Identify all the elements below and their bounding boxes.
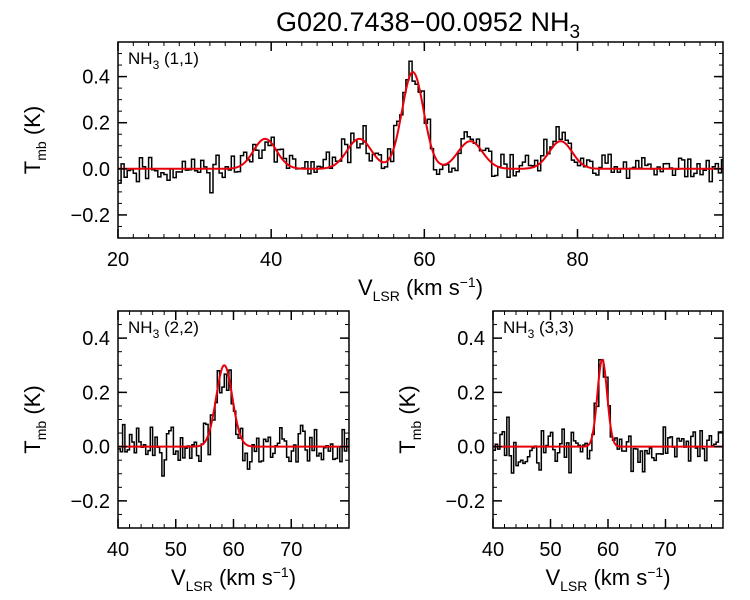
x-tick-label: 50	[539, 539, 561, 561]
x-tick-label: 40	[482, 539, 504, 561]
panel-p11: 20 40 60 80 −0.2 0.0 0.2 0.4 NH3 (1,1) VLSR (km s…	[20, 41, 724, 304]
panel-p33: 40 50 60 70 −0.2 0.0 0.2 0.4 NH3 (3,3) VLSR (km s…	[395, 310, 724, 594]
x-tick-label: 40	[260, 249, 282, 271]
x-axis-title-p33: VLSR (km s−1)	[545, 564, 670, 594]
observed-spectrum-p22	[118, 369, 349, 477]
fit-curve-p11	[118, 70, 723, 170]
x-tick-label: 40	[107, 539, 129, 561]
y-tick-label: −0.2	[446, 491, 485, 513]
y-tick-label: 0.2	[457, 382, 485, 404]
fit-curve-p33	[493, 358, 723, 448]
x-tick-label: 20	[107, 249, 129, 271]
y-tick-label: 0.0	[457, 437, 485, 459]
y-tick-label: 0.0	[82, 159, 110, 181]
x-tick-label: 70	[280, 539, 302, 561]
fit-curve-p22	[118, 364, 349, 448]
y-axis-title-p33: Tmb (K)	[395, 385, 424, 453]
x-tick-label: 80	[566, 249, 588, 271]
y-tick-label: −0.2	[71, 205, 110, 227]
y-tick-label: 0.2	[82, 382, 110, 404]
y-axis-title-p22: Tmb (K)	[20, 385, 49, 453]
y-tick-label: 0.0	[82, 437, 110, 459]
x-axis-title-p11: VLSR (km s−1)	[358, 274, 483, 304]
y-tick-label: 0.4	[457, 328, 485, 350]
plot-frame-p22	[117, 310, 350, 529]
y-tick-label: 0.2	[82, 113, 110, 135]
plot-frame-p33	[492, 310, 724, 529]
y-tick-label: −0.2	[71, 491, 110, 513]
panel-label-p11: NH3 (1,1)	[128, 49, 199, 72]
x-tick-label: 60	[597, 539, 619, 561]
x-tick-label: 60	[413, 249, 435, 271]
y-tick-label: 0.4	[82, 328, 110, 350]
x-tick-label: 60	[222, 539, 244, 561]
x-axis-title-p22: VLSR (km s−1)	[171, 564, 296, 594]
x-tick-label: 70	[654, 539, 676, 561]
x-tick-label: 50	[165, 539, 187, 561]
panel-p22: 40 50 60 70 −0.2 0.0 0.2 0.4 NH3 (2,2) VLSR (km s…	[20, 310, 350, 594]
y-tick-label: 0.4	[82, 67, 110, 89]
y-axis-title-p11: Tmb (K)	[20, 106, 49, 174]
panel-label-p22: NH3 (2,2)	[128, 318, 199, 341]
figure-title: G020.7438−00.0952 NH3	[276, 7, 580, 43]
panel-label-p33: NH3 (3,3)	[503, 318, 574, 341]
observed-spectrum-p11	[118, 60, 723, 194]
plot-frame-p11	[117, 41, 724, 239]
figure-title-main: G020.7438−00.0952 NH	[276, 7, 569, 37]
figure-title-subscript: 3	[569, 22, 580, 43]
